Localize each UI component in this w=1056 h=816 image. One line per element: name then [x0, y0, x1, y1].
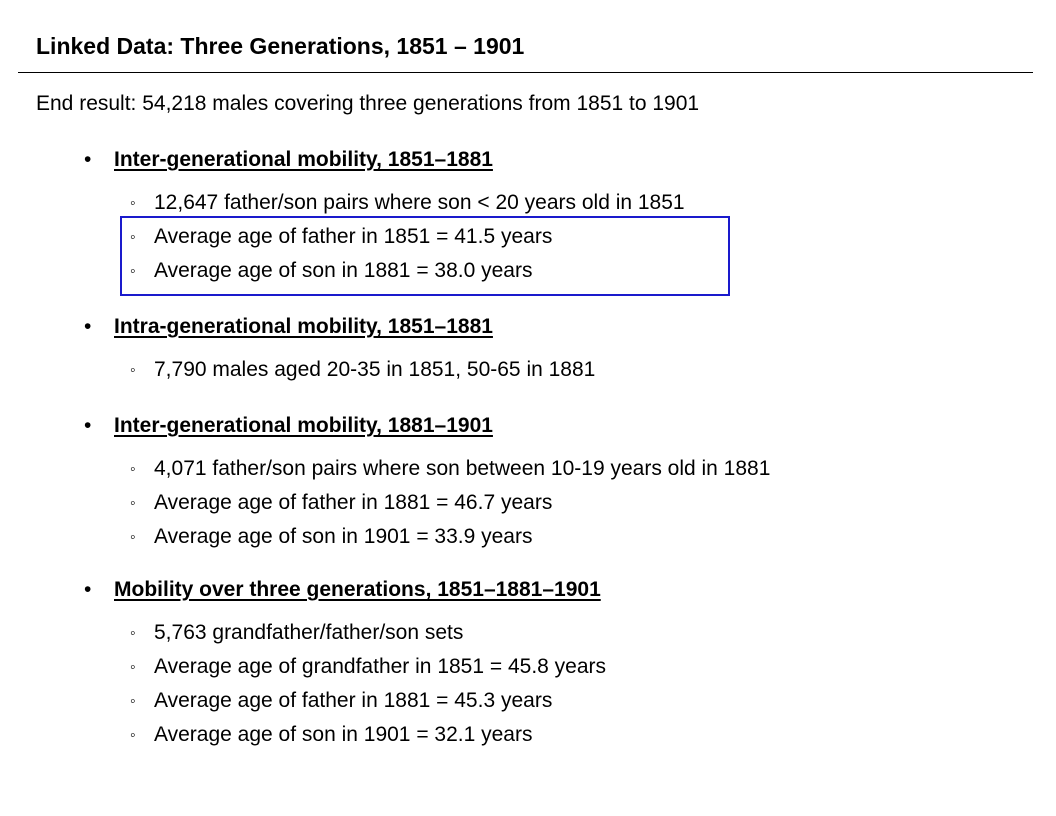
list-item-text: Average age of son in 1901 = 33.9 years [154, 525, 533, 548]
list-item: ◦ Average age of grandfather in 1851 = 45… [130, 650, 606, 684]
sub-list: ◦ 5,763 grandfather/father/son sets ◦ Aver… [130, 616, 606, 752]
section-heading-text: Intra-generational mobility, 1851–1881 [114, 315, 493, 338]
list-item: ◦ Average age of father in 1881 = 45.3 ye… [130, 684, 606, 718]
section-heading: • Inter-generational mobility, 1851–1881 [84, 146, 493, 174]
sub-bullet-icon: ◦ [130, 195, 136, 212]
sub-bullet-icon: ◦ [130, 529, 136, 546]
title-divider [18, 72, 1033, 73]
slide-title: Linked Data: Three Generations, 1851 – 1… [36, 33, 525, 59]
sub-bullet-icon: ◦ [130, 229, 136, 246]
sub-list: ◦ 4,071 father/son pairs where son betwee… [130, 452, 770, 554]
highlight-box [120, 216, 730, 296]
section-heading-text: Inter-generational mobility, 1851–1881 [114, 148, 493, 171]
list-item-text: Average age of father in 1851 = 41.5 yea… [154, 225, 553, 248]
list-item-text: 7,790 males aged 20-35 in 1851, 50-65 in… [154, 358, 596, 381]
sub-bullet-icon: ◦ [130, 495, 136, 512]
list-item: ◦ Average age of father in 1881 = 46.7 ye… [130, 486, 770, 520]
bullet-icon: • [84, 414, 92, 437]
section-heading-text: Mobility over three generations, 1851–18… [114, 578, 601, 601]
list-item: ◦ 7,790 males aged 20-35 in 1851, 50-65 i… [130, 353, 595, 387]
bullet-icon: • [84, 148, 92, 171]
list-item-text: 12,647 father/son pairs where son < 20 y… [154, 191, 685, 214]
section-heading-text: Inter-generational mobility, 1881–1901 [114, 414, 493, 437]
list-item: ◦ 5,763 grandfather/father/son sets [130, 616, 606, 650]
list-item: ◦ Average age of son in 1881 = 38.0 years [130, 254, 685, 288]
list-item: ◦ 4,071 father/son pairs where son betwee… [130, 452, 770, 486]
sub-bullet-icon: ◦ [130, 625, 136, 642]
sub-list: ◦ 12,647 father/son pairs where son < 20 … [130, 186, 685, 288]
list-item-text: Average age of father in 1881 = 45.3 yea… [154, 689, 553, 712]
list-item-text: Average age of father in 1881 = 46.7 yea… [154, 491, 553, 514]
sub-bullet-icon: ◦ [130, 693, 136, 710]
list-item-text: Average age of son in 1901 = 32.1 years [154, 723, 533, 746]
list-item: ◦ Average age of son in 1901 = 32.1 years [130, 718, 606, 752]
list-item-text: Average age of son in 1881 = 38.0 years [154, 259, 533, 282]
bullet-icon: • [84, 578, 92, 601]
list-item: ◦ Average age of son in 1901 = 33.9 years [130, 520, 770, 554]
section-heading: • Intra-generational mobility, 1851–1881 [84, 313, 493, 341]
list-item-text: 5,763 grandfather/father/son sets [154, 621, 464, 644]
intro-text: End result: 54,218 males covering three … [36, 92, 700, 115]
sub-bullet-icon: ◦ [130, 362, 136, 379]
section-heading: • Mobility over three generations, 1851–1… [84, 576, 601, 604]
list-item-text: 4,071 father/son pairs where son between… [154, 457, 771, 480]
section-heading: • Inter-generational mobility, 1881–1901 [84, 412, 493, 440]
sub-bullet-icon: ◦ [130, 461, 136, 478]
list-item-text: Average age of grandfather in 1851 = 45.… [154, 655, 607, 678]
list-item: ◦ 12,647 father/son pairs where son < 20 … [130, 186, 685, 220]
sub-bullet-icon: ◦ [130, 263, 136, 280]
sub-bullet-icon: ◦ [130, 727, 136, 744]
bullet-icon: • [84, 315, 92, 338]
sub-list: ◦ 7,790 males aged 20-35 in 1851, 50-65 i… [130, 353, 595, 387]
list-item: ◦ Average age of father in 1851 = 41.5 ye… [130, 220, 685, 254]
sub-bullet-icon: ◦ [130, 659, 136, 676]
